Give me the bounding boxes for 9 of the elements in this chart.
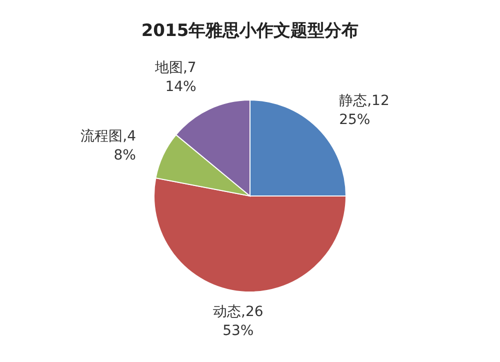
chart-title: 2015年雅思小作文题型分布 (141, 21, 359, 41)
slice-label: 流程图,4 (80, 128, 136, 144)
slice-label: 动态,26 (213, 304, 264, 320)
data-label: 14% (165, 78, 196, 95)
slice-label: 静态,12 (339, 92, 390, 109)
data-label: 8% (114, 147, 136, 164)
data-label: 53% (222, 323, 254, 339)
slice-label: 地图,7 (154, 60, 196, 76)
data-label: 25% (339, 112, 370, 128)
